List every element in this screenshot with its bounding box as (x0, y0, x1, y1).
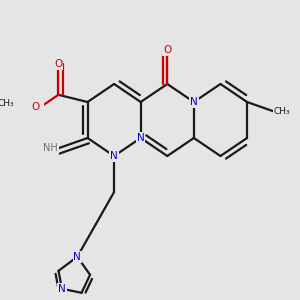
Text: N: N (190, 97, 198, 107)
Text: CH₃: CH₃ (0, 99, 14, 108)
Text: O: O (163, 45, 171, 55)
Text: N: N (58, 284, 66, 294)
Text: NH: NH (44, 143, 58, 153)
Text: N: N (74, 252, 81, 262)
Text: CH₃: CH₃ (274, 107, 290, 116)
Text: N: N (110, 151, 118, 161)
Text: O: O (32, 102, 40, 112)
Text: O: O (54, 59, 62, 69)
Text: N: N (137, 133, 145, 143)
